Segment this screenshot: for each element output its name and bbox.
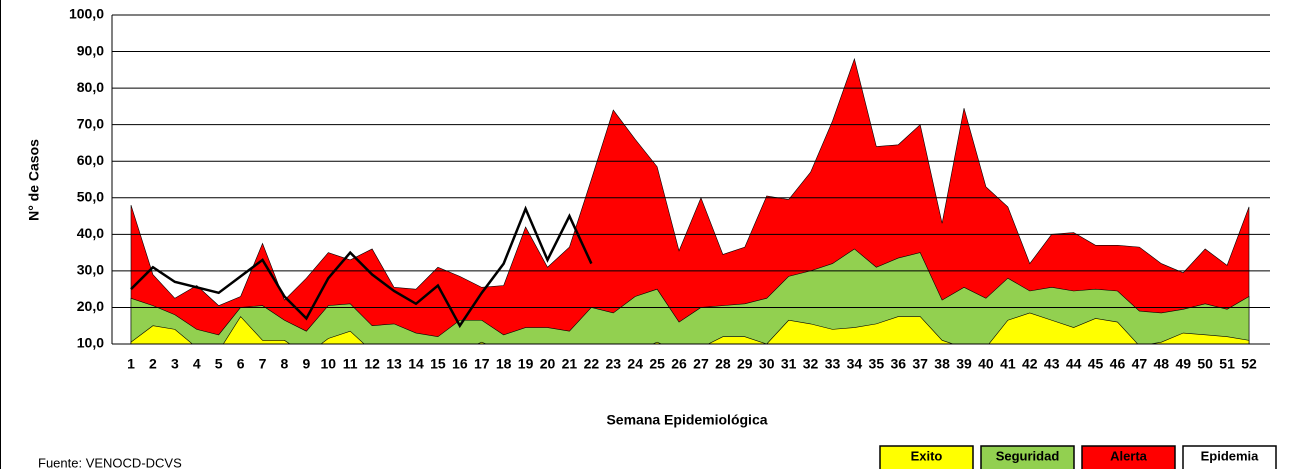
x-tick-label: 31 (781, 356, 797, 372)
x-tick-label: 8 (281, 356, 289, 372)
y-tick-label: 30,0 (77, 262, 104, 278)
x-tick-label: 18 (496, 356, 512, 372)
x-tick-label: 2 (149, 356, 157, 372)
x-tick-label: 30 (759, 356, 775, 372)
x-tick-label: 21 (562, 356, 578, 372)
x-tick-label: 39 (956, 356, 972, 372)
x-tick-label: 9 (302, 356, 310, 372)
y-tick-label: 100,0 (69, 6, 104, 22)
x-tick-label: 41 (1000, 356, 1016, 372)
x-tick-label: 46 (1110, 356, 1126, 372)
legend-label: Alerta (1110, 448, 1148, 463)
legend-box (980, 445, 1075, 469)
x-tick-label: 37 (912, 356, 928, 372)
x-tick-label: 6 (237, 356, 245, 372)
x-tick-label: 48 (1154, 356, 1170, 372)
legend-label: Seguridad (996, 448, 1060, 463)
source: Fuente: VENOCD-DCVS (38, 455, 182, 469)
x-tick-label: 3 (171, 356, 179, 372)
x-tick-label: 10 (321, 356, 337, 372)
legend-box (1081, 445, 1176, 469)
x-tick-label: 1 (127, 356, 135, 372)
x-tick-label: 24 (627, 356, 643, 372)
x-tick-label: 52 (1241, 356, 1257, 372)
x-tick-label: 35 (869, 356, 885, 372)
legend-box (1182, 445, 1277, 469)
y-tick-label: 60,0 (77, 152, 104, 168)
line (130, 205, 593, 329)
area (130, 312, 1250, 344)
x-tick-label: 4 (193, 356, 201, 372)
legend-label: Epidemia (1201, 448, 1260, 463)
x-tick-label: 25 (649, 356, 665, 372)
x-tick-label: 45 (1088, 356, 1104, 372)
y-tick-label: 20,0 (77, 298, 104, 314)
x-tick-label: 40 (978, 356, 994, 372)
y-tick-label: 50,0 (77, 188, 104, 204)
x-tick-label: 5 (215, 356, 223, 372)
y-tick-label: 90,0 (77, 42, 104, 58)
x-tick-label: 19 (518, 356, 534, 372)
y-tick-label: 40,0 (77, 225, 104, 241)
x-tick-label: 49 (1175, 356, 1191, 372)
x-tick-label: 32 (803, 356, 819, 372)
x-tick-label: 7 (259, 356, 267, 372)
x-tick-label: 14 (408, 356, 424, 372)
x-tick-label: 27 (693, 356, 709, 372)
x-tick-label: 36 (890, 356, 906, 372)
x-tick-label: 12 (364, 356, 380, 372)
x-tick-label: 20 (540, 356, 556, 372)
x-tick-label: 16 (452, 356, 468, 372)
x-tick-label: 34 (847, 356, 863, 372)
x-tick-label: 33 (825, 356, 841, 372)
x-tick-label: 44 (1066, 356, 1082, 372)
y-tick-label: 80,0 (77, 79, 104, 95)
x-tick-label: 15 (430, 356, 446, 372)
x-tick-label: 50 (1197, 356, 1213, 372)
x-tick-label: 38 (934, 356, 950, 372)
x-tick-label: 29 (737, 356, 753, 372)
x-tick-label: 43 (1044, 356, 1060, 372)
x-tick-label: 51 (1219, 356, 1235, 372)
x-tick-label: 42 (1022, 356, 1038, 372)
y-tick-label: 70,0 (77, 115, 104, 131)
x-axis-title: Semana Epidemiológica (606, 412, 767, 428)
legend-label: Exito (911, 448, 943, 463)
x-tick-label: 17 (474, 356, 490, 372)
x-tick-label: 11 (343, 356, 358, 372)
y-axis-title: N° de Casos (26, 139, 42, 221)
x-tick-label: 28 (715, 356, 731, 372)
x-tick-label: 13 (386, 356, 402, 372)
x-tick-label: 22 (584, 356, 600, 372)
legend-box (879, 445, 974, 469)
x-tick-label: 26 (671, 356, 687, 372)
x-tick-label: 23 (605, 356, 621, 372)
x-tick-label: 47 (1132, 356, 1148, 372)
y-tick-label: 10,0 (77, 335, 104, 351)
